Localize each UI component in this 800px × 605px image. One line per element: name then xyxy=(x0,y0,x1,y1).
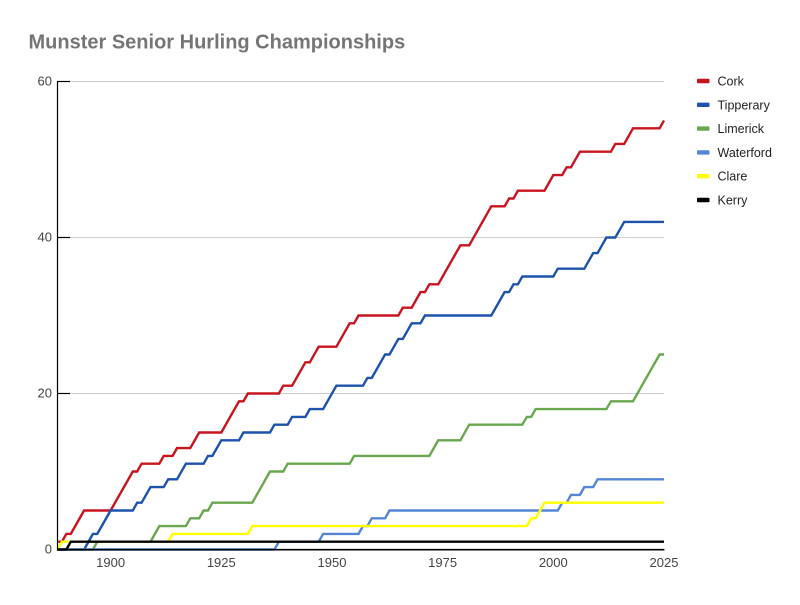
svg-text:60: 60 xyxy=(38,73,52,88)
svg-text:40: 40 xyxy=(38,229,52,244)
svg-text:Cork: Cork xyxy=(718,75,745,89)
svg-text:Limerick: Limerick xyxy=(718,122,765,136)
svg-text:2000: 2000 xyxy=(539,555,568,570)
svg-text:Tipperary: Tipperary xyxy=(718,98,771,112)
svg-text:1975: 1975 xyxy=(428,555,457,570)
svg-text:0: 0 xyxy=(45,541,52,556)
svg-text:1900: 1900 xyxy=(96,555,125,570)
svg-text:Clare: Clare xyxy=(718,170,748,184)
svg-text:Waterford: Waterford xyxy=(718,146,772,160)
svg-text:20: 20 xyxy=(38,385,52,400)
svg-text:Kerry: Kerry xyxy=(718,194,749,208)
svg-text:Munster Senior Hurling Champio: Munster Senior Hurling Championships xyxy=(29,32,406,54)
svg-text:1950: 1950 xyxy=(318,555,347,570)
svg-text:1925: 1925 xyxy=(207,555,236,570)
svg-text:2025: 2025 xyxy=(650,555,679,570)
